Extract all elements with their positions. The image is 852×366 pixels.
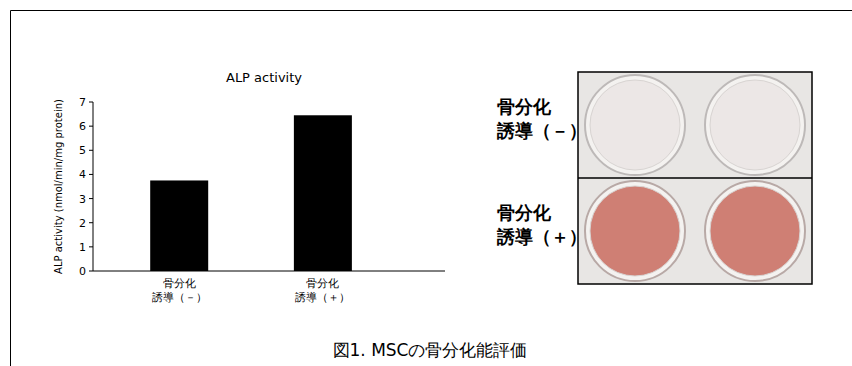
text-line: 誘導（＋）	[295, 291, 350, 304]
y-tick	[89, 126, 93, 127]
well	[590, 186, 680, 276]
figure: ALP activity ALP activity (nmol/min/mg pr…	[0, 0, 852, 366]
y-tick-label: 6	[79, 120, 86, 133]
y-tick-label: 0	[79, 265, 86, 278]
y-tick-label: 3	[79, 193, 86, 206]
x-axis-line	[93, 271, 445, 272]
y-tick	[89, 174, 93, 175]
y-axis-title: ALP activity (nmol/min/mg protein)	[53, 99, 64, 274]
y-axis-line	[93, 102, 94, 271]
text-line: 誘導（－）	[496, 120, 587, 141]
text-line: 誘導（－）	[152, 291, 207, 304]
y-tick-label: 4	[79, 168, 86, 181]
chart-title: ALP activity	[226, 70, 302, 85]
y-axis: 0 1 2 3 4 5 6 7	[79, 96, 93, 278]
y-tick	[89, 198, 93, 199]
well-rim	[705, 181, 805, 281]
y-tick-label: 5	[79, 144, 86, 157]
page: {"chart_data": {"type": "bar", "title": …	[0, 0, 852, 366]
plate-photo	[578, 72, 812, 284]
frame	[11, 11, 852, 366]
well-rim	[585, 181, 685, 281]
photo-label: 骨分化誘導（＋）	[496, 202, 587, 247]
y-tick	[89, 222, 93, 223]
well	[710, 80, 800, 170]
figure-svg: ALP activity ALP activity (nmol/min/mg pr…	[0, 0, 852, 366]
well-rim	[705, 75, 805, 175]
bar	[294, 115, 352, 271]
photo-frame	[578, 72, 812, 284]
y-tick	[89, 102, 93, 103]
bar	[150, 180, 208, 271]
y-tick-label: 2	[79, 217, 86, 230]
y-tick-label: 7	[79, 96, 86, 109]
well	[710, 186, 800, 276]
photo-divider	[578, 177, 812, 179]
y-tick-label: 1	[79, 241, 86, 254]
text-line: 骨分化	[306, 277, 339, 290]
well	[590, 80, 680, 170]
y-tick	[89, 271, 93, 272]
y-tick	[89, 246, 93, 247]
text-line: 誘導（＋）	[496, 226, 587, 247]
well-rim	[585, 75, 685, 175]
x-tick-label: 骨分化誘導（＋）	[295, 277, 350, 304]
x-tick-label: 骨分化誘導（－）	[152, 277, 207, 304]
x-axis: 骨分化誘導（－）骨分化誘導（＋）	[152, 277, 351, 304]
caption: 図1. MSCの骨分化能評価	[333, 340, 528, 360]
photo-label: 骨分化誘導（－）	[496, 96, 587, 141]
text-line: 骨分化	[163, 277, 196, 290]
text-line: 骨分化	[497, 96, 552, 117]
bars	[150, 115, 352, 271]
background	[0, 0, 852, 366]
y-tick	[89, 150, 93, 151]
text-line: 骨分化	[497, 202, 552, 223]
